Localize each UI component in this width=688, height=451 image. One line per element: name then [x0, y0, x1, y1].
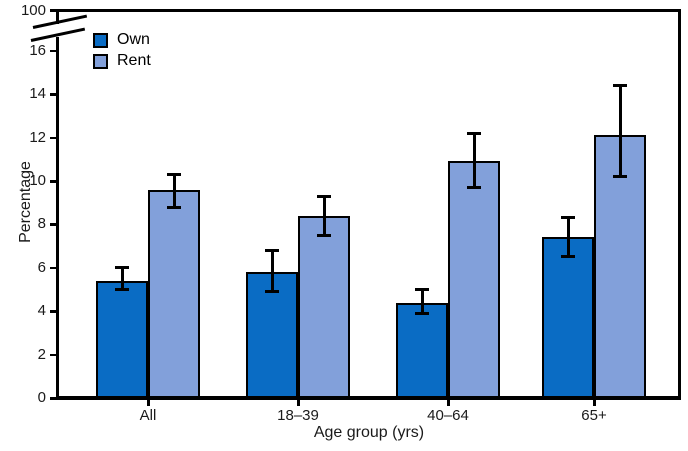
y-tick-label: 14: [29, 85, 46, 103]
error-bar-line: [472, 133, 476, 188]
y-tick-label: 6: [37, 258, 46, 276]
x-axis-line: [56, 396, 681, 400]
error-bar-cap-top: [167, 172, 181, 176]
error-bar-cap-top: [415, 288, 429, 291]
x-tick: [147, 400, 150, 406]
x-axis-title: Age group (yrs): [313, 424, 425, 441]
y-tick: [50, 223, 57, 226]
y-tick: [50, 93, 57, 96]
y-tick: [50, 310, 57, 313]
bar-own-0: [96, 280, 148, 398]
error-bar-line: [322, 196, 326, 236]
x-tick: [593, 400, 596, 406]
y-tick-label-100: 100: [20, 2, 46, 19]
x-tick-label: All: [139, 407, 157, 424]
y-tick-label: 10: [29, 172, 46, 189]
y-tick: [50, 49, 57, 53]
legend: Own Rent: [93, 31, 151, 73]
error-bar-line: [120, 267, 124, 290]
legend-label: Rent: [117, 52, 151, 69]
error-bar-cap-bottom: [467, 186, 481, 189]
legend-swatch-own: [93, 32, 108, 48]
error-bar-line: [270, 250, 274, 292]
y-tick: [50, 353, 57, 357]
error-bar-cap-top: [115, 266, 129, 270]
y-tick-label: 0: [37, 389, 46, 406]
bar-rent-2: [448, 161, 500, 398]
legend-swatch-rent: [93, 53, 108, 69]
y-tick: [50, 180, 57, 183]
y-tick-label: 4: [37, 302, 46, 320]
x-tick: [447, 400, 450, 406]
y-axis-line-upper: [56, 9, 59, 24]
error-bar-cap-bottom: [265, 290, 279, 294]
y-axis-line: [56, 37, 59, 400]
error-bar-cap-top: [265, 248, 279, 252]
y-tick-label: 12: [29, 128, 46, 146]
error-bar-cap-bottom: [167, 205, 181, 209]
y-tick: [50, 136, 57, 140]
error-bar-cap-bottom: [613, 175, 627, 179]
y-tick-100: [50, 9, 57, 12]
bar-rent-3: [594, 135, 646, 398]
error-bar-cap-top: [467, 131, 481, 135]
plot-border-right: [678, 9, 681, 400]
legend-label: Own: [117, 31, 150, 48]
y-tick: [50, 266, 57, 270]
error-bar-cap-top: [613, 84, 627, 88]
x-tick-label: 65+: [581, 407, 607, 424]
x-tick-label: 18–39: [277, 407, 319, 424]
error-bar-cap-bottom: [115, 288, 129, 291]
y-tick-label: 8: [37, 215, 46, 233]
y-tick-label: 16: [29, 41, 46, 59]
y-tick-label: 2: [37, 345, 46, 363]
x-tick: [297, 400, 300, 406]
error-bar-line: [420, 289, 424, 314]
error-bar-cap-bottom: [415, 311, 429, 315]
x-tick-label: 40–64: [427, 407, 469, 424]
bar-rent-0: [148, 189, 200, 398]
error-bar-line: [566, 217, 570, 257]
error-bar-cap-bottom: [561, 255, 575, 259]
legend-item-rent: Rent: [93, 52, 151, 70]
error-bar-cap-bottom: [317, 233, 331, 237]
error-bar-line: [618, 85, 622, 177]
y-tick: [50, 397, 57, 400]
plot-border-top: [56, 9, 681, 12]
bar-own-3: [542, 237, 594, 398]
error-bar-cap-top: [317, 194, 331, 198]
legend-item-own: Own: [93, 31, 151, 49]
error-bar-line: [172, 174, 176, 208]
bar-own-2: [396, 302, 448, 398]
bar-rent-1: [298, 215, 350, 398]
error-bar-cap-top: [561, 216, 575, 220]
